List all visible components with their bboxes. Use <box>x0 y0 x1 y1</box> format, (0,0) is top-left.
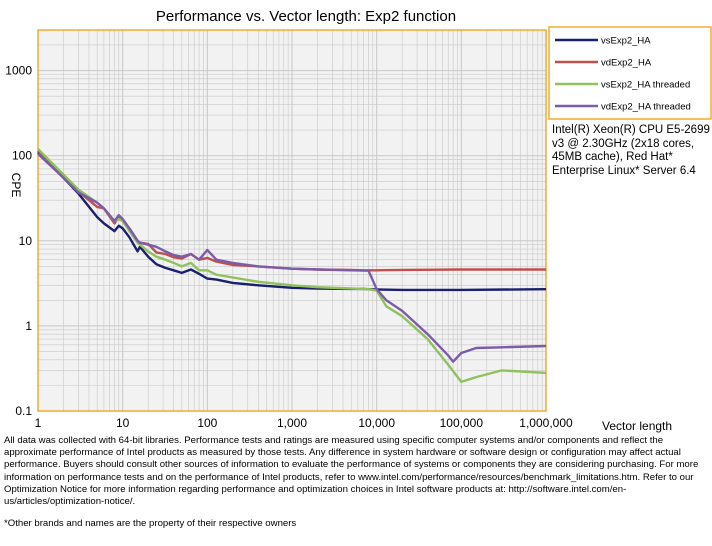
series-group <box>37 148 547 384</box>
legend <box>548 26 712 120</box>
disclaimer-text: All data was collected with 64-bit libra… <box>4 435 699 508</box>
x-tick-label: 1,000 <box>277 416 307 430</box>
y-tick-label: 0.1 <box>15 404 32 418</box>
y-tick-label: 1 <box>25 319 32 333</box>
x-tick-label: 100,000 <box>440 416 484 430</box>
legend-label: vdExp2_HA <box>601 58 652 69</box>
chart: Performance vs. Vector length: Exp2 func… <box>5 8 712 433</box>
y-axis-label: CPE <box>9 173 23 198</box>
series-line-3 <box>37 148 547 384</box>
legend-entries: vsExp2_HA vdExp2_HA vsExp2_HA threaded vdEx… <box>555 36 691 113</box>
tick-labels: 1 10 100 1,000 10,000 100,000 1,000,0000.11101… <box>5 64 573 430</box>
legend-label: vsExp2_HA threaded <box>601 80 690 91</box>
y-tick-label: 1000 <box>5 64 32 78</box>
x-tick-label: 10 <box>116 416 130 430</box>
y-tick-label: 100 <box>12 149 32 163</box>
x-axis-label: Vector length <box>602 419 672 433</box>
series-line-4 <box>37 153 547 363</box>
x-tick-label: 10,000 <box>358 416 395 430</box>
cpu-info: Intel(R) Xeon(R) CPU E5-2699 v3 @ 2.30GH… <box>552 124 710 177</box>
legend-label: vdExp2_HA threaded <box>601 102 691 113</box>
x-tick-label: 1,000,000 <box>519 416 573 430</box>
chart-title: Performance vs. Vector length: Exp2 func… <box>156 8 456 25</box>
y-tick-label: 10 <box>19 234 33 248</box>
trademark-note: *Other brands and names are the property… <box>4 518 297 529</box>
plot-border <box>37 29 547 412</box>
x-tick-label: 1 <box>35 416 42 430</box>
legend-label: vsExp2_HA <box>601 36 651 47</box>
x-tick-label: 100 <box>197 416 217 430</box>
